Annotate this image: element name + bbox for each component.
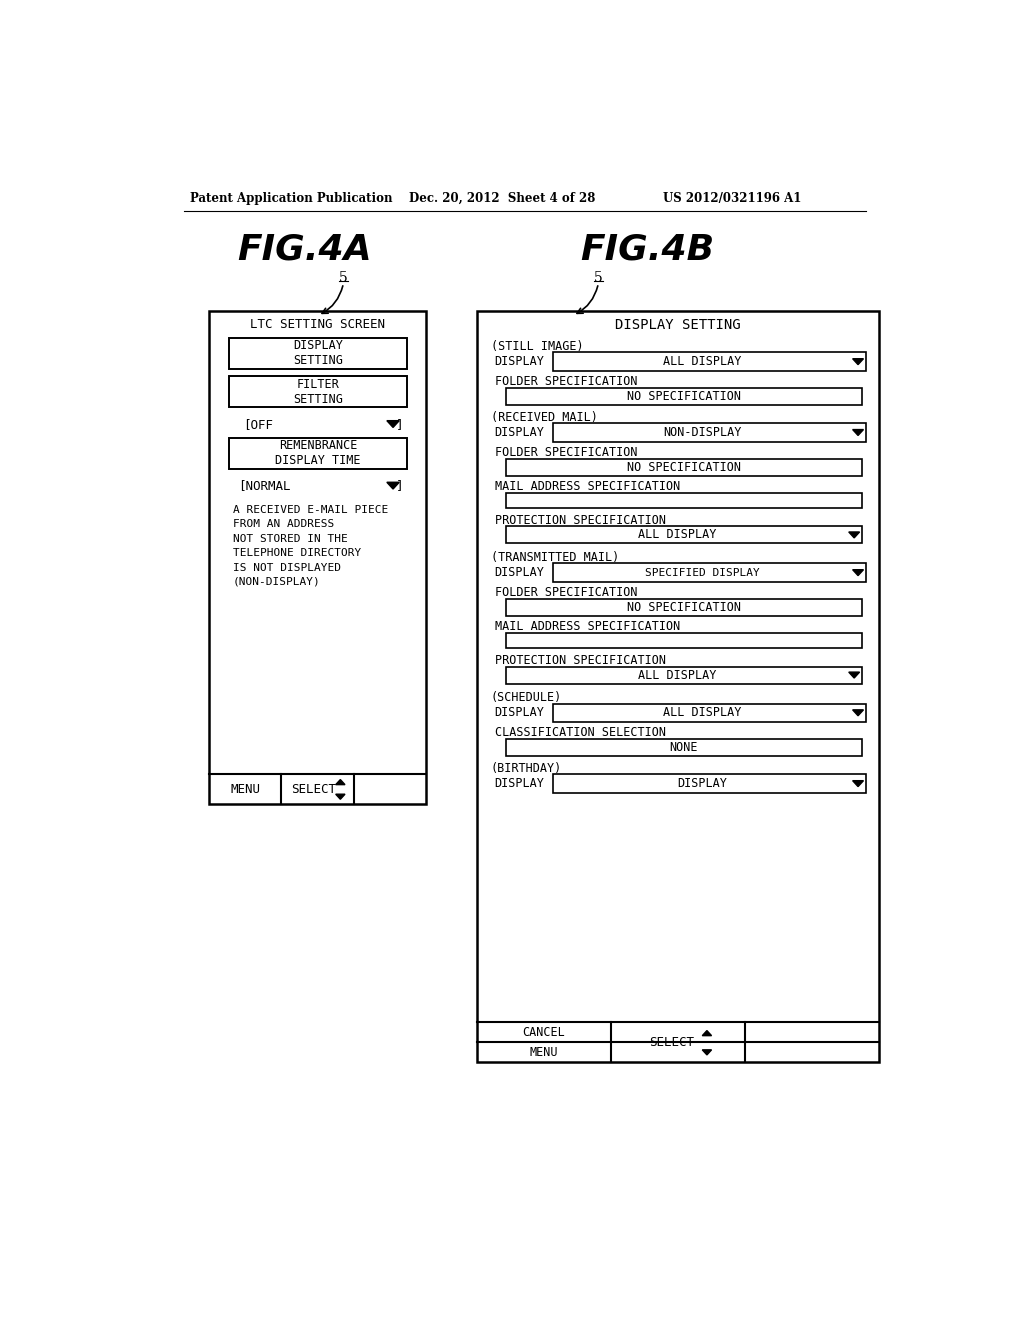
Text: FIG.4B: FIG.4B — [581, 232, 715, 267]
Text: FOLDER SPECIFICATION: FOLDER SPECIFICATION — [495, 375, 637, 388]
Text: NO SPECIFICATION: NO SPECIFICATION — [627, 601, 740, 614]
Text: NON-DISPLAY: NON-DISPLAY — [664, 426, 741, 440]
Text: PROTECTION SPECIFICATION: PROTECTION SPECIFICATION — [495, 653, 666, 667]
Polygon shape — [336, 780, 345, 784]
Bar — [553, 704, 866, 722]
Bar — [553, 564, 866, 582]
Bar — [506, 739, 862, 756]
Text: (BIRTHDAY): (BIRTHDAY) — [490, 762, 562, 775]
Text: CANCEL: CANCEL — [522, 1026, 565, 1039]
Text: Patent Application Publication: Patent Application Publication — [190, 191, 392, 205]
Text: (SCHEDULE): (SCHEDULE) — [490, 690, 562, 704]
Polygon shape — [702, 1031, 712, 1036]
Bar — [209, 312, 426, 804]
Bar — [506, 388, 862, 405]
Polygon shape — [849, 672, 859, 678]
Text: DISPLAY: DISPLAY — [677, 777, 727, 791]
Polygon shape — [853, 429, 863, 436]
Text: [OFF: [OFF — [243, 417, 272, 430]
Text: MENU: MENU — [529, 1045, 558, 1059]
Bar — [506, 667, 862, 684]
Bar — [506, 632, 862, 648]
Text: DISPLAY
SETTING: DISPLAY SETTING — [293, 339, 343, 367]
Text: NONE: NONE — [670, 741, 698, 754]
Polygon shape — [849, 532, 859, 537]
Text: MAIL ADDRESS SPECIFICATION: MAIL ADDRESS SPECIFICATION — [495, 480, 680, 492]
Text: LTC SETTING SCREEN: LTC SETTING SCREEN — [251, 318, 385, 331]
Text: DISPLAY: DISPLAY — [495, 566, 545, 579]
Bar — [506, 459, 862, 475]
Text: CLASSIFICATION SELECTION: CLASSIFICATION SELECTION — [495, 726, 666, 739]
Text: ]: ] — [395, 417, 403, 430]
Text: FIG.4A: FIG.4A — [238, 232, 372, 267]
Bar — [506, 492, 862, 508]
Bar — [553, 775, 866, 793]
Polygon shape — [387, 482, 399, 488]
Text: ALL DISPLAY: ALL DISPLAY — [664, 706, 741, 719]
Bar — [228, 376, 407, 407]
Bar — [477, 312, 879, 1063]
Text: 5: 5 — [594, 271, 603, 285]
Text: MENU: MENU — [230, 783, 260, 796]
Text: US 2012/0321196 A1: US 2012/0321196 A1 — [663, 191, 801, 205]
Polygon shape — [387, 421, 399, 428]
Text: SELECT: SELECT — [291, 783, 336, 796]
Text: REMENBRANCE
DISPLAY TIME: REMENBRANCE DISPLAY TIME — [275, 440, 360, 467]
Text: [NORMAL: [NORMAL — [238, 479, 291, 492]
Text: ALL DISPLAY: ALL DISPLAY — [638, 528, 716, 541]
Text: A RECEIVED E-MAIL PIECE
FROM AN ADDRESS
NOT STORED IN THE
TELEPHONE DIRECTORY
IS: A RECEIVED E-MAIL PIECE FROM AN ADDRESS … — [232, 506, 388, 587]
Bar — [506, 527, 862, 544]
Text: ALL DISPLAY: ALL DISPLAY — [664, 355, 741, 368]
Text: MAIL ADDRESS SPECIFICATION: MAIL ADDRESS SPECIFICATION — [495, 620, 680, 634]
Text: FOLDER SPECIFICATION: FOLDER SPECIFICATION — [495, 586, 637, 599]
Text: FILTER
SETTING: FILTER SETTING — [293, 378, 343, 405]
Text: DISPLAY: DISPLAY — [495, 355, 545, 368]
Text: (STILL IMAGE): (STILL IMAGE) — [490, 339, 584, 352]
Text: DISPLAY: DISPLAY — [495, 426, 545, 440]
Bar — [553, 424, 866, 442]
Text: (RECEIVED MAIL): (RECEIVED MAIL) — [490, 411, 598, 424]
Text: ]: ] — [395, 479, 403, 492]
Bar — [228, 438, 407, 469]
Polygon shape — [853, 780, 863, 787]
Bar — [506, 599, 862, 615]
Text: NO SPECIFICATION: NO SPECIFICATION — [627, 389, 740, 403]
Text: SPECIFIED DISPLAY: SPECIFIED DISPLAY — [645, 568, 760, 578]
Text: NO SPECIFICATION: NO SPECIFICATION — [627, 461, 740, 474]
Text: DISPLAY: DISPLAY — [495, 777, 545, 791]
Text: 5: 5 — [339, 271, 348, 285]
Text: PROTECTION SPECIFICATION: PROTECTION SPECIFICATION — [495, 513, 666, 527]
Text: (TRANSMITTED MAIL): (TRANSMITTED MAIL) — [490, 550, 618, 564]
Bar — [228, 338, 407, 368]
Polygon shape — [702, 1049, 712, 1055]
Text: ALL DISPLAY: ALL DISPLAY — [638, 668, 716, 681]
Text: DISPLAY SETTING: DISPLAY SETTING — [614, 318, 740, 333]
Polygon shape — [853, 359, 863, 364]
Text: DISPLAY: DISPLAY — [495, 706, 545, 719]
Polygon shape — [853, 710, 863, 715]
Polygon shape — [853, 570, 863, 576]
Bar — [553, 352, 866, 371]
Text: Dec. 20, 2012  Sheet 4 of 28: Dec. 20, 2012 Sheet 4 of 28 — [409, 191, 595, 205]
Text: SELECT: SELECT — [649, 1036, 694, 1049]
Polygon shape — [336, 795, 345, 800]
Text: FOLDER SPECIFICATION: FOLDER SPECIFICATION — [495, 446, 637, 459]
